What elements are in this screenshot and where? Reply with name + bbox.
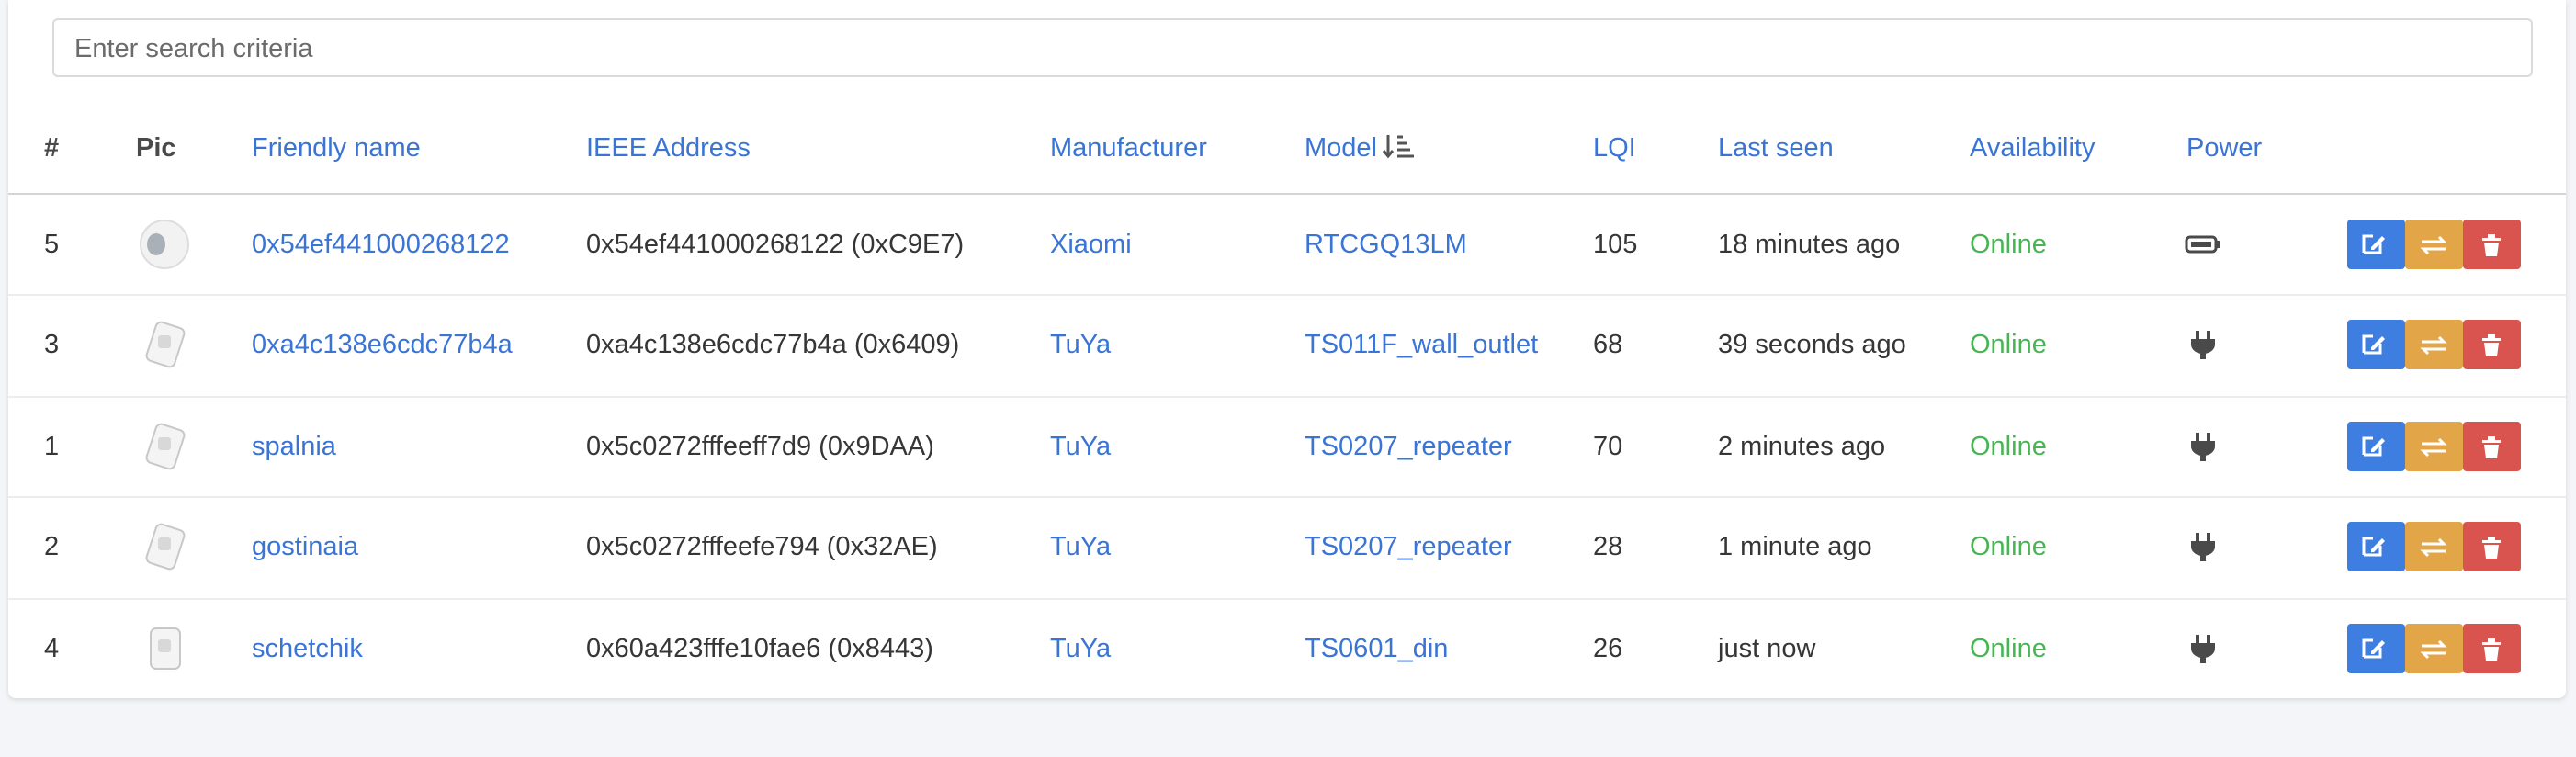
cell-ieee-address: 0x60a423fffe10fae6 (0x8443) [586,634,933,663]
row-divider [8,294,2566,296]
cell-last-seen: 18 minutes ago [1718,230,1901,259]
header-divider [8,193,2566,195]
remove-button[interactable] [2463,422,2521,471]
row-divider [8,396,2566,398]
cell-availability: Online [1970,532,2047,561]
cell-manufacturer[interactable]: TuYa [1050,634,1112,663]
column-header[interactable]: LQI [1593,133,1636,163]
power-icon [2185,430,2221,463]
column-header[interactable]: Power [2186,133,2263,163]
remove-button[interactable] [2463,522,2521,571]
cell-friendly-name[interactable]: 0xa4c138e6cdc77b4a [252,330,513,359]
cell-id: 2 [44,532,60,561]
cell-availability: Online [1970,230,2047,259]
cell-availability: Online [1970,432,2047,461]
cell-id: 1 [44,432,60,461]
cell-friendly-name[interactable]: spalnia [252,432,336,461]
device-picture [138,623,191,674]
cell-model[interactable]: RTCGQ13LM [1305,230,1467,259]
cell-availability: Online [1970,634,2047,663]
device-picture [138,319,191,370]
edit-button[interactable] [2347,422,2405,471]
cell-ieee-address: 0xa4c138e6cdc77b4a (0x6409) [586,330,960,359]
cell-model[interactable]: TS0207_repeater [1305,432,1512,461]
cell-manufacturer[interactable]: TuYa [1050,330,1112,359]
reconfigure-button[interactable] [2405,220,2463,269]
cell-lqi: 68 [1593,330,1623,359]
search-placeholder: Enter search criteria [74,34,313,63]
device-picture [138,521,191,572]
cell-ieee-address: 0x5c0272fffeefe794 (0x32AE) [586,532,938,561]
header-text: Model [1305,133,1377,163]
cell-ieee-address: 0x5c0272fffeeff7d9 (0x9DAA) [586,432,934,461]
devices-card: Enter search criteria [8,0,2566,698]
cell-last-seen: 39 seconds ago [1718,330,1906,359]
cell-model[interactable]: TS011F_wall_outlet [1305,330,1539,359]
power-icon [2185,530,2221,563]
cell-id: 5 [44,230,60,259]
column-header[interactable]: Last seen [1718,133,1834,163]
cell-availability: Online [1970,330,2047,359]
column-header[interactable]: Manufacturer [1050,133,1207,163]
remove-button[interactable] [2463,320,2521,369]
cell-lqi: 28 [1593,532,1623,561]
sort-icon [1382,135,1414,159]
cell-last-seen: 2 minutes ago [1718,432,1886,461]
row-divider [8,598,2566,600]
device-picture [138,421,191,472]
edit-button[interactable] [2347,522,2405,571]
cell-id: 3 [44,330,60,359]
search-input[interactable]: Enter search criteria [52,18,2533,77]
power-icon [2185,228,2221,261]
row-divider [8,496,2566,498]
column-header: # [44,133,60,163]
power-icon [2185,632,2221,665]
cell-friendly-name[interactable]: 0x54ef441000268122 [252,230,510,259]
cell-manufacturer[interactable]: TuYa [1050,532,1112,561]
cell-last-seen: just now [1718,634,1816,663]
reconfigure-button[interactable] [2405,320,2463,369]
cell-lqi: 26 [1593,634,1623,663]
cell-id: 4 [44,634,60,663]
column-header: Pic [136,133,176,163]
remove-button[interactable] [2463,220,2521,269]
reconfigure-button[interactable] [2405,522,2463,571]
cell-model[interactable]: TS0207_repeater [1305,532,1512,561]
power-icon [2185,328,2221,361]
device-picture [138,219,191,270]
cell-last-seen: 1 minute ago [1718,532,1872,561]
edit-button[interactable] [2347,220,2405,269]
edit-button[interactable] [2347,320,2405,369]
remove-button[interactable] [2463,624,2521,673]
cell-manufacturer[interactable]: TuYa [1050,432,1112,461]
cell-friendly-name[interactable]: gostinaia [252,532,359,561]
cell-lqi: 105 [1593,230,1638,259]
reconfigure-button[interactable] [2405,624,2463,673]
edit-button[interactable] [2347,624,2405,673]
column-header[interactable]: Friendly name [252,133,421,163]
cell-lqi: 70 [1593,432,1623,461]
cell-model[interactable]: TS0601_din [1305,634,1449,663]
reconfigure-button[interactable] [2405,422,2463,471]
cell-friendly-name[interactable]: schetchik [252,634,363,663]
column-header[interactable]: Model [1305,130,1414,166]
column-header[interactable]: IEEE Address [586,133,751,163]
cell-manufacturer[interactable]: Xiaomi [1050,230,1132,259]
column-header[interactable]: Availability [1970,133,2096,163]
cell-ieee-address: 0x54ef441000268122 (0xC9E7) [586,230,965,259]
